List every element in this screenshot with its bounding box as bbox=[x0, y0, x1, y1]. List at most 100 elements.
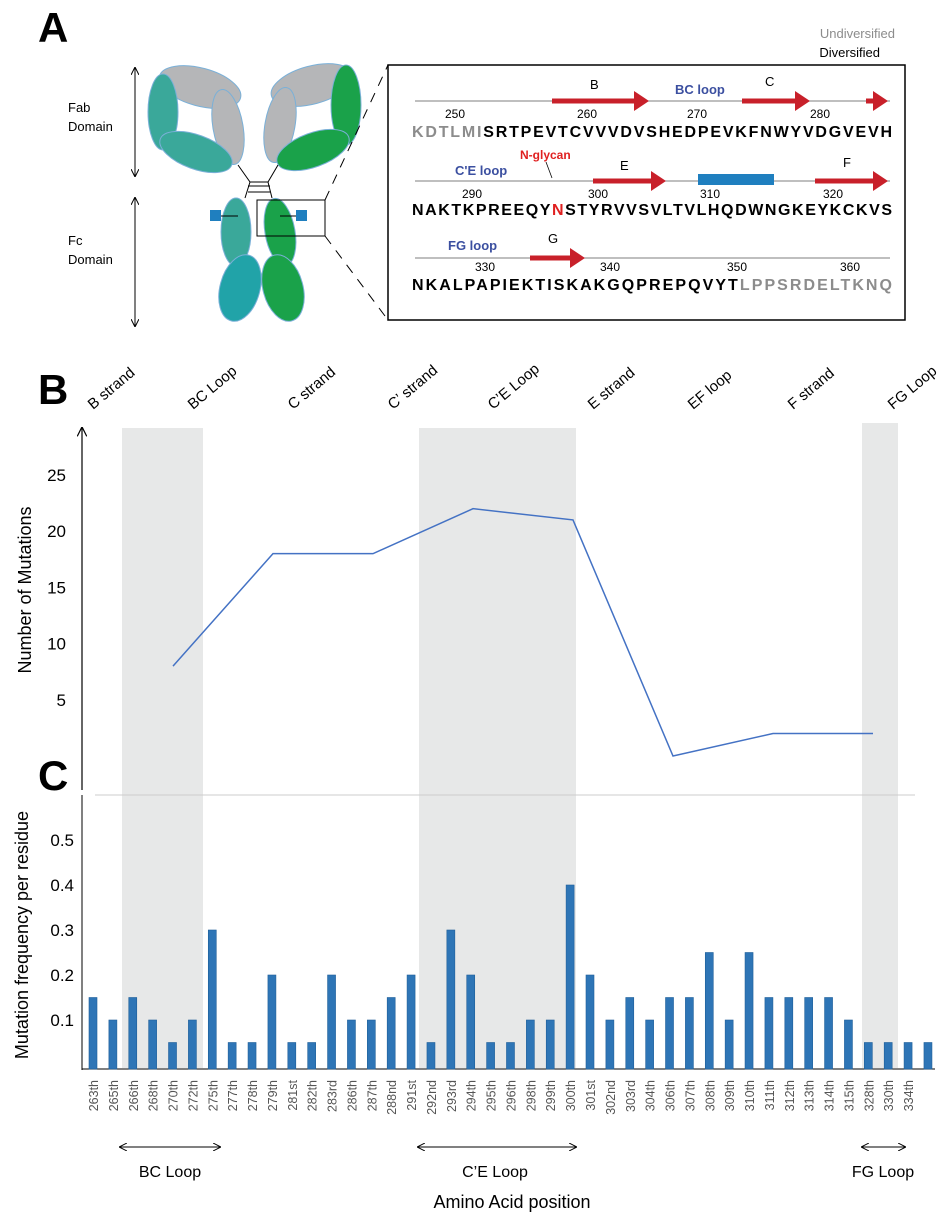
y-tick-label: 0.3 bbox=[50, 921, 74, 940]
x-tick-label: 300th bbox=[564, 1080, 578, 1111]
x-tick-label: 293rd bbox=[445, 1080, 459, 1112]
glycan-pointer bbox=[545, 161, 553, 179]
x-tick-label: 312th bbox=[783, 1080, 797, 1111]
position-number: 320 bbox=[823, 187, 843, 201]
bar bbox=[207, 929, 217, 1070]
x-tick-label: 281st bbox=[286, 1079, 300, 1110]
x-tick-label: EF loop bbox=[685, 367, 736, 413]
x-tick-label: 309th bbox=[723, 1080, 737, 1111]
strand-label: E bbox=[620, 158, 629, 173]
hinge bbox=[135, 64, 389, 326]
bar bbox=[883, 1042, 893, 1070]
x-tick-label: 311th bbox=[763, 1080, 777, 1110]
sequence-segment: LPPSRDELTKNQ bbox=[740, 277, 892, 294]
bar bbox=[506, 1042, 515, 1070]
y-tick-label: 0.1 bbox=[50, 1011, 74, 1030]
x-tick-label: 282th bbox=[306, 1080, 320, 1111]
bar bbox=[307, 1042, 316, 1070]
bar bbox=[88, 997, 98, 1070]
x-tick-label: 315th bbox=[842, 1080, 856, 1111]
helix bbox=[698, 174, 774, 185]
loop-label: BC loop bbox=[675, 82, 725, 97]
x-tick-label: F strand bbox=[785, 365, 838, 413]
legend-entry: Undiversified bbox=[820, 26, 895, 41]
x-axis-label: Amino Acid position bbox=[433, 1192, 590, 1212]
x-tick-label: 304th bbox=[644, 1080, 658, 1111]
y-tick-label: 10 bbox=[47, 635, 66, 654]
x-tick-label: 265th bbox=[107, 1080, 121, 1111]
x-tick-label: 330th bbox=[882, 1080, 896, 1111]
position-number: 280 bbox=[810, 107, 830, 121]
x-tick-label: 272th bbox=[186, 1080, 200, 1111]
bar bbox=[585, 974, 595, 1070]
x-tick-label: 308th bbox=[703, 1080, 717, 1111]
bar bbox=[367, 1019, 376, 1070]
x-tick-label: 266th bbox=[127, 1080, 141, 1111]
loop-label: C'E loop bbox=[455, 163, 507, 178]
strand-label: G bbox=[548, 231, 558, 246]
x-tick-label: 301st bbox=[584, 1079, 598, 1110]
y-tick-label: 0.5 bbox=[50, 831, 74, 850]
x-tick-label: 314th bbox=[823, 1080, 837, 1111]
loop-shade bbox=[419, 428, 576, 1068]
x-tick-label: 279th bbox=[266, 1080, 280, 1111]
domain-label: Domain bbox=[68, 252, 113, 267]
domain-label: Fc bbox=[68, 233, 83, 248]
bar bbox=[645, 1019, 654, 1070]
bar bbox=[466, 974, 476, 1070]
x-tick-label: 296th bbox=[504, 1080, 518, 1111]
x-tick-label: B strand bbox=[85, 364, 139, 413]
position-number: 360 bbox=[840, 260, 860, 274]
bar bbox=[625, 997, 635, 1070]
position-number: 270 bbox=[687, 107, 707, 121]
strand-label: C bbox=[765, 74, 774, 89]
bar bbox=[486, 1042, 495, 1070]
sequence-segment: STYRVVSVLTVLHQDWNGKEYKCKVS bbox=[565, 202, 892, 219]
bar bbox=[188, 1019, 197, 1070]
bar bbox=[784, 997, 794, 1070]
y-tick-label: 25 bbox=[47, 466, 66, 485]
x-tick-label: 277th bbox=[226, 1080, 240, 1111]
x-tick-label: 286th bbox=[345, 1080, 359, 1111]
x-tick-label: 334th bbox=[902, 1080, 916, 1111]
x-tick-label: 295th bbox=[485, 1080, 499, 1111]
x-tick-label: 328th bbox=[862, 1080, 876, 1111]
x-tick-label: 278th bbox=[246, 1080, 260, 1111]
bar bbox=[406, 974, 416, 1070]
bar bbox=[386, 997, 396, 1070]
position-number: 250 bbox=[445, 107, 465, 121]
x-tick-label: 287th bbox=[365, 1080, 379, 1111]
x-tick-label: 313th bbox=[803, 1080, 817, 1111]
x-tick-label: 298th bbox=[524, 1080, 538, 1111]
bar bbox=[287, 1042, 297, 1070]
x-tick-label: 288nd bbox=[385, 1080, 399, 1115]
y-tick-label: 0.4 bbox=[50, 876, 74, 895]
marker-square bbox=[296, 210, 307, 221]
panel-label: B bbox=[38, 366, 68, 413]
bar bbox=[267, 974, 277, 1070]
x-tick-label: 310th bbox=[743, 1080, 757, 1111]
data-line bbox=[172, 507, 873, 757]
loop-shade bbox=[122, 428, 203, 1068]
x-tick-label: 294th bbox=[465, 1080, 479, 1111]
x-tick-label: 270th bbox=[167, 1080, 181, 1111]
y-tick-label: 15 bbox=[47, 578, 66, 597]
x-tick-label: 291st bbox=[405, 1079, 419, 1110]
position-numbers: 250 260 270 280 290 300 310 320 330 340 350 360 bbox=[445, 107, 860, 274]
bar bbox=[804, 997, 813, 1070]
x-tick-label: 299th bbox=[544, 1080, 558, 1111]
bar bbox=[665, 997, 674, 1070]
bar bbox=[724, 1019, 734, 1070]
strand-label: F bbox=[843, 155, 851, 170]
bar bbox=[923, 1042, 933, 1070]
loop-shade bbox=[862, 423, 898, 1068]
y-axis-label: Number of Mutations bbox=[15, 506, 35, 673]
sequence-row: KDTLMI SRTPEVTCVVVDVSHEDPEVKFNWYVDGVEVH bbox=[412, 124, 892, 141]
y-tick-label: 5 bbox=[57, 691, 66, 710]
bar bbox=[168, 1042, 177, 1070]
y-tick-label: 20 bbox=[47, 522, 66, 541]
sequence-row: NAKTKPREEQYNSTYRVVSVLTVLHQDWNGKEYKCKVS bbox=[412, 202, 892, 219]
sequence-segment: NKALPAPIEKTISKAKGQPREPQVYT bbox=[412, 277, 738, 294]
bar bbox=[824, 997, 833, 1070]
